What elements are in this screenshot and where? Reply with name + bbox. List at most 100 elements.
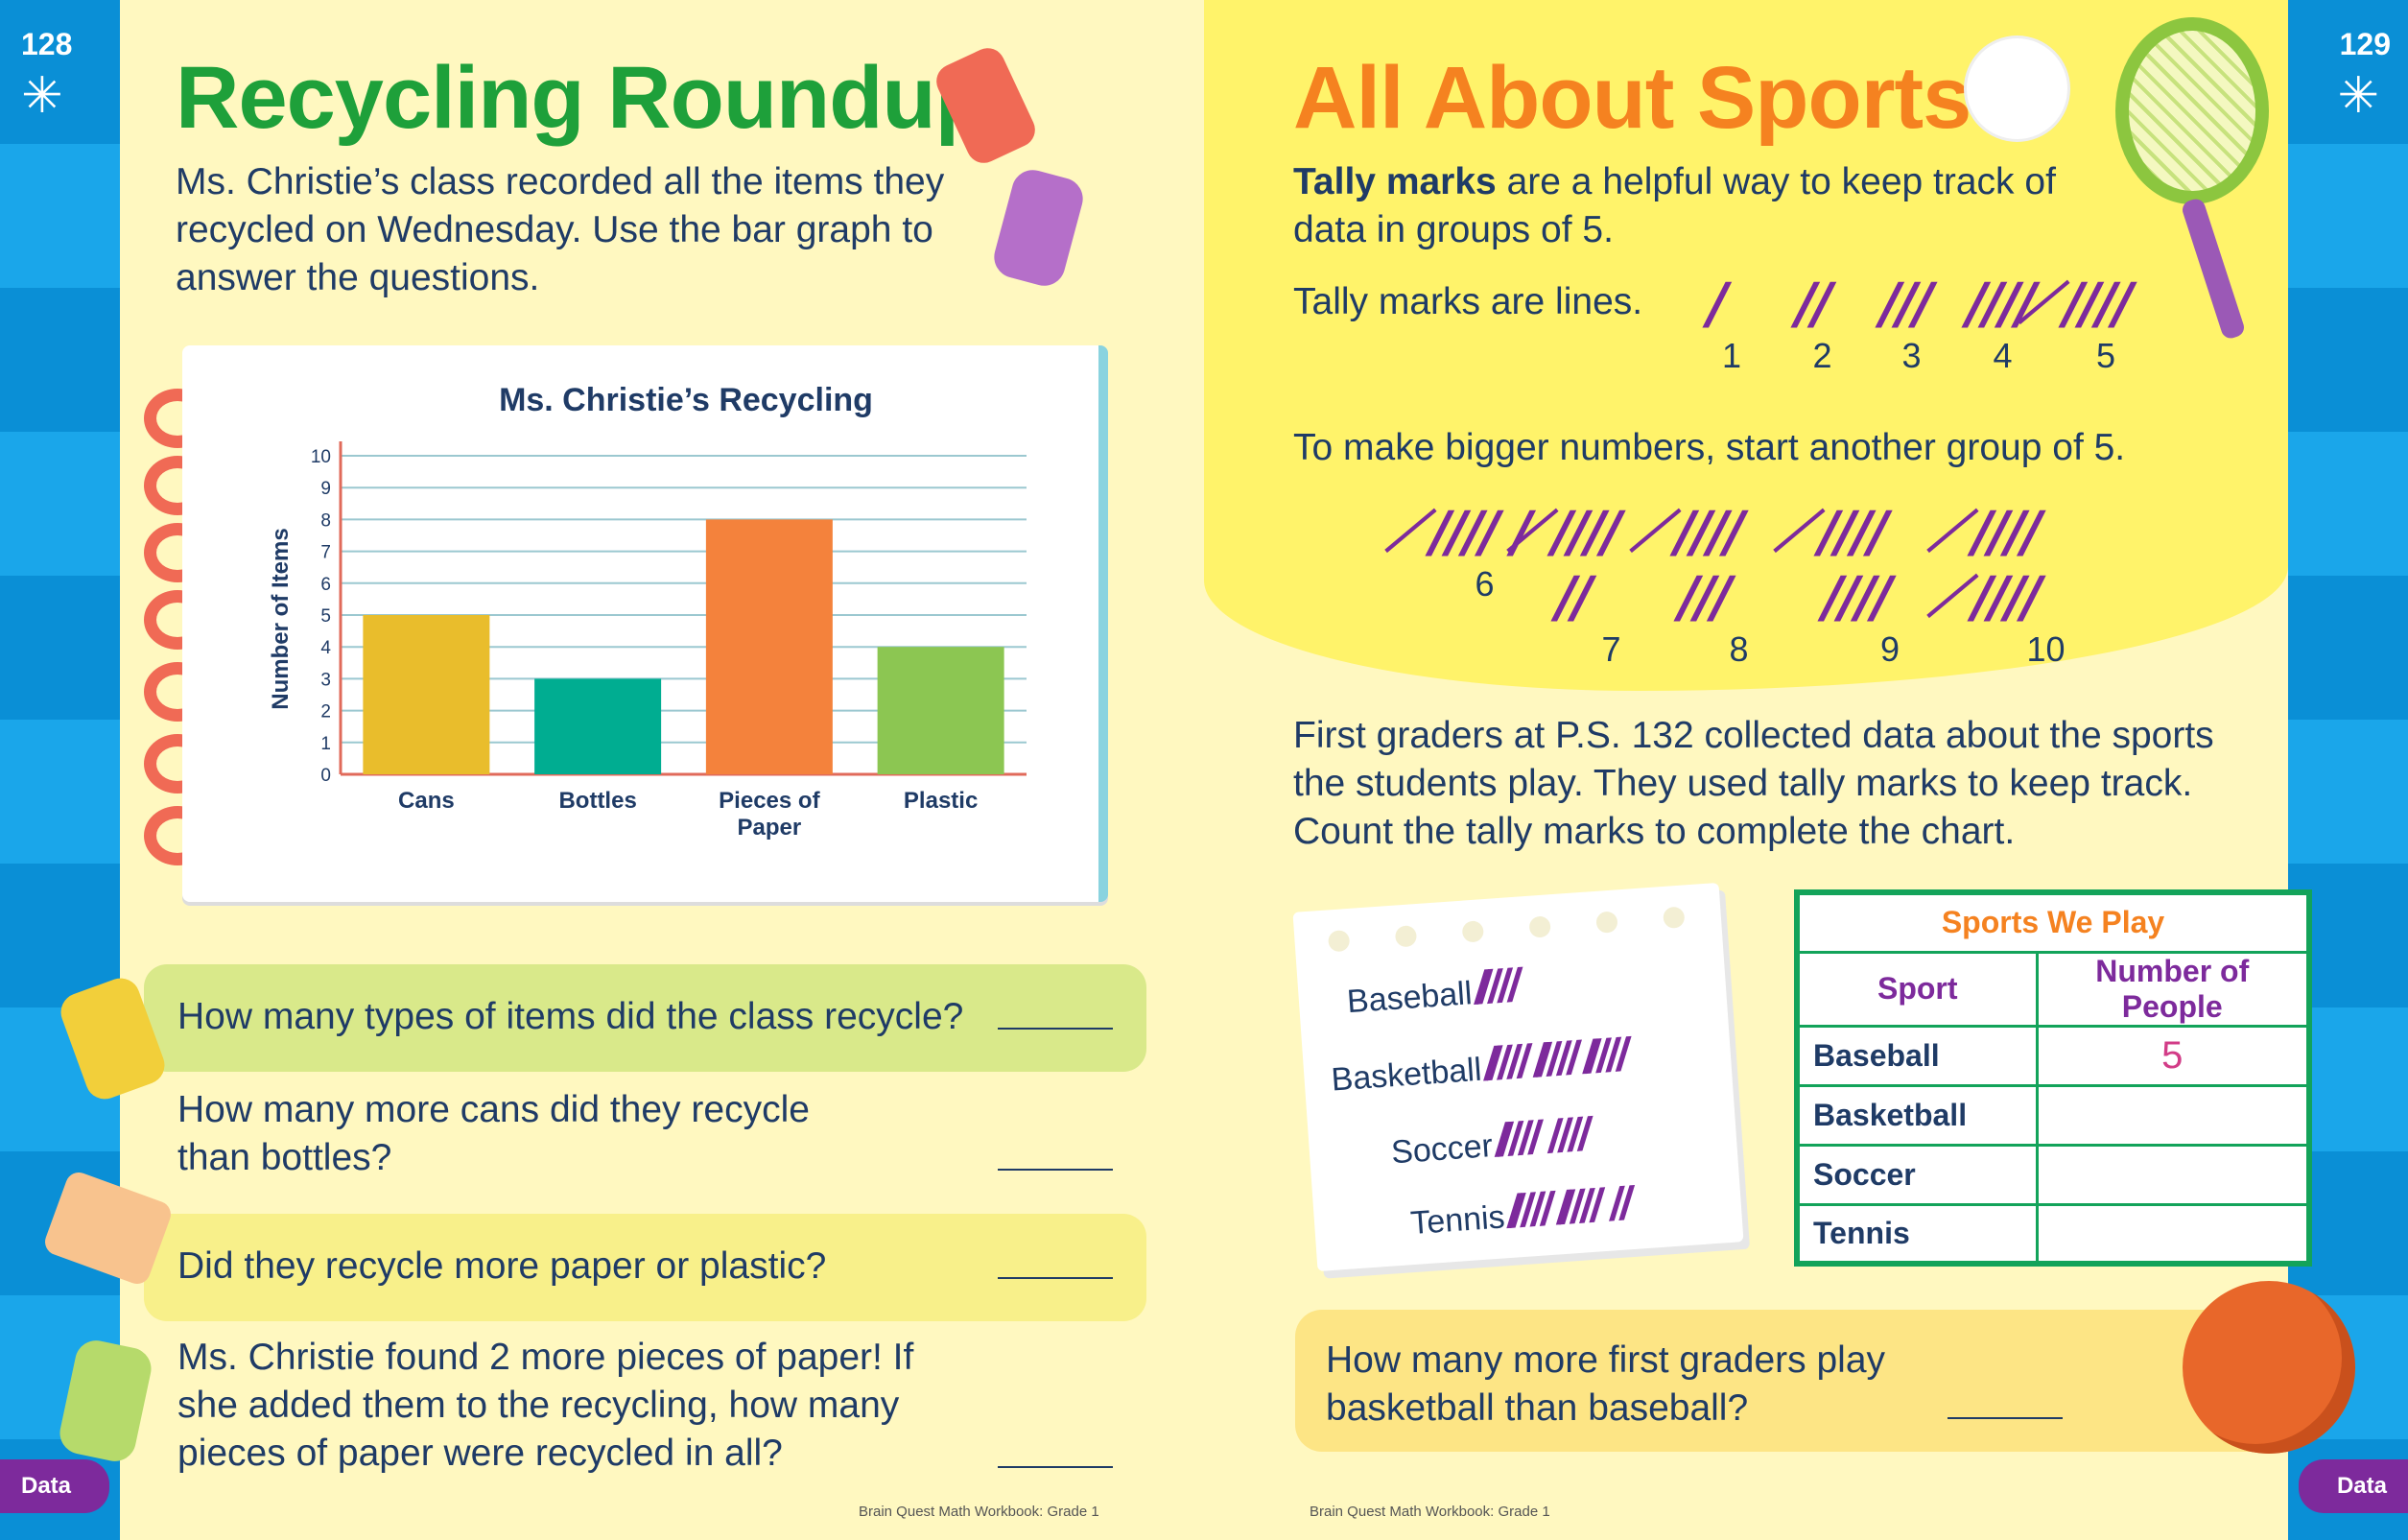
tally-marks: ̸//// ̸//// // <box>1511 1178 1632 1238</box>
tally-notepad: Baseball ̸//// Basketball ̸//// ̸//// ̸/… <box>1292 882 1744 1272</box>
tennis-racket-icon <box>2115 17 2269 204</box>
page-number-right: 129 <box>2339 27 2391 61</box>
table-header: Number of People <box>2035 950 2311 1028</box>
x-tick-label: Plastic <box>904 788 978 814</box>
sport-cell: Baseball <box>1795 1024 2039 1087</box>
y-axis-label: Number of Items <box>268 528 294 709</box>
question-3: Did they recycle more paper or plastic? <box>144 1214 1146 1321</box>
tally-example: ̸////5 <box>2067 271 2144 376</box>
tally-marks: / <box>1708 271 1728 336</box>
tally-example: ̸//// //7 <box>1556 499 1666 670</box>
tally-number: 1 <box>1721 336 1742 375</box>
right-edge: 129 ✳ Data <box>2288 0 2408 1540</box>
sport-cell: Basketball <box>1795 1083 2039 1147</box>
table-row: Tennis <box>1795 1202 2311 1266</box>
tally-number: 10 <box>2026 629 2066 669</box>
chart-card: Ms. Christie’s Recycling Number of Items… <box>182 345 1108 902</box>
y-tick-label: 6 <box>320 575 331 595</box>
tally-marks: ̸//// / <box>1434 499 1532 564</box>
data-text: First graders at P.S. 132 collected data… <box>1293 715 2214 852</box>
notepad-row: Soccer ̸//// //// <box>1389 1108 1590 1174</box>
y-tick-label: 0 <box>320 766 331 786</box>
count-cell[interactable] <box>2035 1143 2311 1206</box>
question-text: How many more cans did they recycle than… <box>177 1089 810 1178</box>
tally-marks: ̸//// ̸//// <box>1976 499 2042 629</box>
count-cell[interactable] <box>2035 1202 2311 1266</box>
answer-blank[interactable] <box>998 1466 1113 1468</box>
notepad-row: Tennis ̸//// ̸//// // <box>1408 1177 1631 1245</box>
question-1: How many types of items did the class re… <box>144 964 1146 1072</box>
count-cell[interactable] <box>2035 1083 2311 1147</box>
question-text: How many more first graders play basketb… <box>1326 1339 1886 1429</box>
tally-marks: /// <box>1880 271 1934 336</box>
intro-rest: are a helpful way to keep track of data … <box>1293 161 2056 250</box>
tally-example: ̸//// ////9 <box>1823 499 1957 670</box>
tally-marks: ̸//// ̸//// ̸//// <box>1488 1030 1628 1090</box>
bar-pieces-of-paper <box>705 519 833 774</box>
baseball-icon <box>1967 38 2067 139</box>
y-tick-label: 5 <box>320 606 331 627</box>
tally-example: ̸//// ̸////10 <box>1976 499 2115 670</box>
page-title-right: All About Sports <box>1293 49 1971 147</box>
tally-example: ̸//// /6 <box>1434 499 1535 604</box>
tally-number: 5 <box>2095 336 2116 375</box>
tally-marks: ̸//// <box>1478 960 1520 1014</box>
y-tick-label: 4 <box>320 638 331 658</box>
page-title-left: Recycling Roundup <box>176 49 989 147</box>
bar-cans <box>363 615 490 774</box>
planet-icon: ✳ <box>2337 68 2379 124</box>
planet-icon: ✳ <box>21 68 63 124</box>
tally-marks: ̸//// <box>2067 271 2134 336</box>
question-right: How many more first graders play basketb… <box>1295 1310 2278 1452</box>
tally-marks: //// <box>1967 271 2037 336</box>
chart-title: Ms. Christie’s Recycling <box>499 382 873 418</box>
notepad-row: Basketball ̸//// ̸//// ̸//// <box>1330 1029 1628 1102</box>
sport-name: Tennis <box>1409 1198 1506 1243</box>
tally-example: ̸//// ///8 <box>1679 499 1799 670</box>
question-text: Did they recycle more paper or plastic? <box>177 1245 827 1287</box>
question-2: How many more cans did they recycle than… <box>144 1086 1146 1201</box>
lines-text: Tally marks are lines. <box>1293 281 1643 322</box>
tally-example: ///3 <box>1880 271 1943 376</box>
tally-number: 6 <box>1475 564 1495 604</box>
y-tick-label: 3 <box>320 670 331 690</box>
answer-blank[interactable] <box>998 1169 1113 1171</box>
count-cell[interactable]: 5 <box>2035 1024 2311 1087</box>
tally-number: 3 <box>1901 336 1922 375</box>
answer-blank[interactable] <box>998 1028 1113 1030</box>
section-tab-right[interactable]: Data <box>2298 1459 2408 1513</box>
table-header: Sport <box>1795 950 2039 1028</box>
table-title: Sports We Play <box>1795 892 2311 954</box>
bar-bottles <box>534 678 662 774</box>
question-text: Ms. Christie found 2 more pieces of pape… <box>177 1337 914 1474</box>
x-tick-label: Pieces of <box>719 788 820 814</box>
tally-number: 7 <box>1601 629 1621 669</box>
bar-chart: Ms. Christie’s Recycling Number of Items… <box>268 382 1027 841</box>
y-tick-label: 1 <box>320 734 331 754</box>
intro-left: Ms. Christie’s class recorded all the it… <box>176 161 945 298</box>
intro-bold: Tally marks <box>1293 161 1497 202</box>
right-page <box>1204 0 2288 1540</box>
y-tick-label: 2 <box>320 702 331 723</box>
question-text: How many types of items did the class re… <box>177 996 964 1037</box>
section-tab-left[interactable]: Data <box>0 1459 110 1513</box>
x-tick-label: Paper <box>738 815 802 841</box>
tally-number: 9 <box>1879 629 1900 669</box>
tally-example: /1 <box>1708 271 1756 376</box>
notepad-row: Baseball ̸//// <box>1345 960 1520 1024</box>
answer-blank[interactable] <box>1948 1417 2063 1419</box>
table-row: Soccer <box>1795 1143 2311 1206</box>
sport-cell: Tennis <box>1795 1202 2039 1266</box>
footer-left: Brain Quest Math Workbook: Grade 1 <box>859 1504 1099 1520</box>
sport-name: Soccer <box>1389 1127 1495 1172</box>
bar-plastic <box>877 647 1004 774</box>
tally-number: 4 <box>1993 336 2013 375</box>
tally-number: 8 <box>1729 629 1749 669</box>
table-row: Basketball <box>1795 1083 2311 1147</box>
sport-cell: Soccer <box>1795 1143 2039 1206</box>
sport-name: Baseball <box>1345 975 1474 1021</box>
answer-blank[interactable] <box>998 1277 1113 1279</box>
page-number-left: 128 <box>21 27 73 61</box>
table-row: Baseball 5 <box>1795 1024 2311 1087</box>
